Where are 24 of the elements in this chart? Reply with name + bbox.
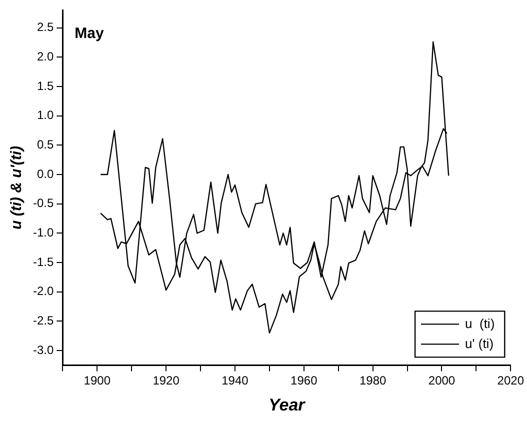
y-tick-label: 0.5 xyxy=(36,137,54,152)
y-tick-label: -2.0 xyxy=(32,284,54,298)
text: May xyxy=(74,24,105,42)
y-tick-label: -0.5 xyxy=(32,196,54,210)
y-tick-label: -1.5 xyxy=(32,254,54,269)
x-tick-label: 1940 xyxy=(222,374,249,388)
y-tick-label: 1.5 xyxy=(36,78,54,93)
legend-label: u (ti) xyxy=(465,316,495,331)
x-tick-label: 1980 xyxy=(359,374,386,388)
x-tick-label: 1900 xyxy=(84,374,111,388)
y-axis-title: u (ti) & u'(ti) xyxy=(8,146,26,230)
y-tick-label: 1.0 xyxy=(36,108,54,122)
legend-label: u' (ti) xyxy=(465,336,494,351)
x-tick-label: 2020 xyxy=(497,374,524,388)
x-tick-label: 1920 xyxy=(152,374,180,388)
x-tick-label: 1960 xyxy=(290,374,318,388)
y-tick-label: 0.0 xyxy=(36,166,54,181)
y-tick-label: -3.0 xyxy=(32,342,54,357)
y-tick-label: 2.5 xyxy=(36,20,54,34)
y-tick-label: -1.0 xyxy=(32,225,54,240)
x-axis-title: Year xyxy=(268,395,306,414)
y-tick-label: -2.5 xyxy=(32,314,54,328)
x-tick-label: 2000 xyxy=(428,374,456,388)
y-tick-label: 2.0 xyxy=(36,49,54,64)
